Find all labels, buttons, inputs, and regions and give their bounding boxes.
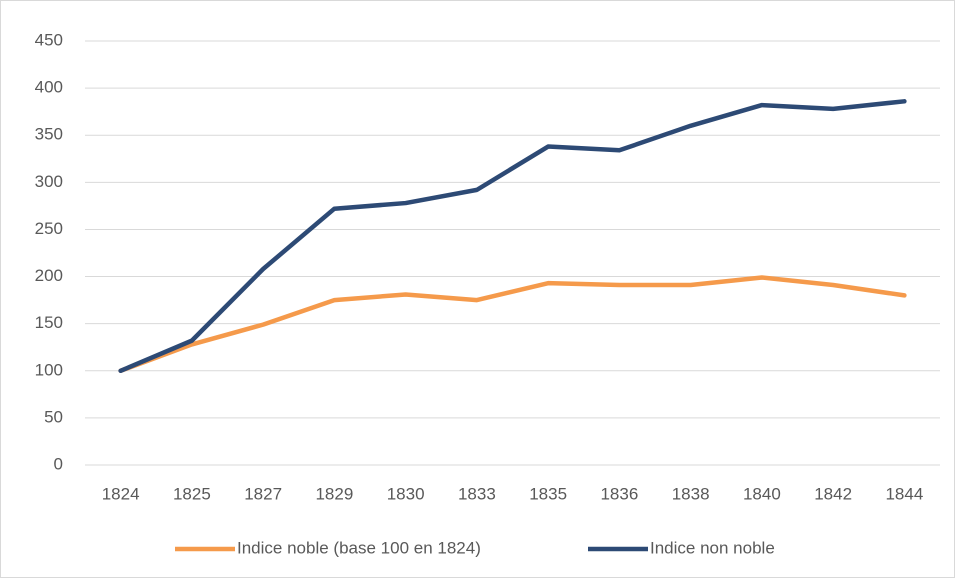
x-tick-label: 1842 [814,484,852,503]
x-tick-label: 1838 [672,484,710,503]
legend-label: Indice noble (base 100 en 1824) [237,538,481,557]
y-tick-label: 50 [44,407,63,426]
y-tick-label: 150 [35,313,63,332]
y-tick-label: 450 [35,30,63,49]
y-tick-label: 100 [35,360,63,379]
y-tick-label: 400 [35,78,63,97]
y-tick-label: 0 [54,454,63,473]
y-tick-label: 250 [35,219,63,238]
series-line [118,275,907,374]
x-tick-label: 1844 [885,484,923,503]
x-tick-label: 1827 [244,484,282,503]
x-tick-label: 1825 [173,484,211,503]
x-tick-label: 1835 [529,484,567,503]
y-tick-label: 200 [35,266,63,285]
x-tick-label: 1833 [458,484,496,503]
x-tick-label: 1840 [743,484,781,503]
y-tick-label: 350 [35,125,63,144]
x-tick-label: 1829 [315,484,353,503]
y-tick-label: 300 [35,172,63,191]
legend-label: Indice non noble [650,538,775,557]
series-line [118,99,907,374]
x-tick-label: 1824 [102,484,140,503]
x-tick-label: 1830 [387,484,425,503]
x-tick-label: 1836 [600,484,638,503]
